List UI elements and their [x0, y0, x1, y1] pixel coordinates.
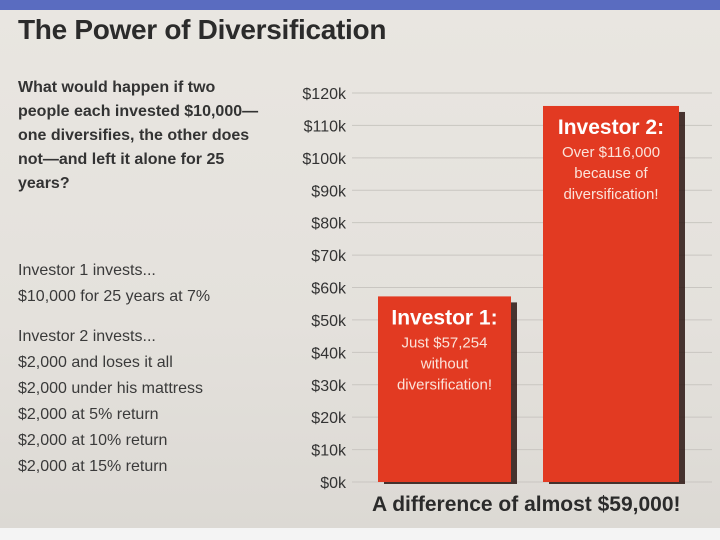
- bar-note-label: because of: [574, 165, 648, 182]
- investor2-line: $2,000 and loses it all: [18, 354, 173, 371]
- bar-category-label: Investor 1:: [391, 306, 497, 329]
- investor2-heading: Investor 2 invests...: [18, 328, 156, 345]
- bar-note-label: diversification!: [397, 376, 492, 393]
- y-tick-label: $60k: [311, 281, 347, 298]
- investor2-line: $2,000 under his mattress: [18, 380, 203, 397]
- investor1-heading: Investor 1 invests...: [18, 262, 156, 279]
- bar-note-label: without: [420, 355, 469, 372]
- y-tick-label: $10k: [311, 443, 347, 460]
- bar-note-label: Just $57,254: [402, 334, 488, 351]
- bottom-strip: [0, 528, 720, 540]
- y-tick-label: $20k: [311, 410, 347, 427]
- y-tick-label: $120k: [302, 86, 347, 103]
- difference-annotation: A difference of almost $59,000!: [372, 493, 681, 516]
- investor2-description: Investor 2 invests... $2,000 and loses i…: [18, 324, 278, 480]
- investor1-line: $10,000 for 25 years at 7%: [18, 288, 211, 305]
- bar-category-label: Investor 2:: [558, 116, 664, 139]
- y-tick-label: $110k: [304, 118, 347, 135]
- investor1-description: Investor 1 invests... $10,000 for 25 yea…: [18, 258, 278, 310]
- investor2-line: $2,000 at 15% return: [18, 458, 168, 475]
- question-text: What would happen if two people each inv…: [18, 79, 259, 192]
- bar: [543, 105, 679, 482]
- y-tick-label: $90k: [311, 183, 347, 200]
- y-tick-label: $70k: [311, 248, 347, 265]
- bar: [378, 296, 511, 482]
- y-tick-label: $80k: [311, 216, 347, 233]
- bar-note-label: diversification!: [563, 186, 658, 203]
- y-tick-label: $50k: [311, 313, 347, 330]
- investor2-line: $2,000 at 10% return: [18, 432, 168, 449]
- investor2-line: $2,000 at 5% return: [18, 406, 159, 423]
- chart-title: The Power of Diversification: [18, 14, 387, 45]
- bar-note-label: Over $116,000: [562, 144, 660, 161]
- y-tick-label: $100k: [302, 151, 347, 168]
- y-tick-label: $40k: [311, 345, 347, 362]
- y-tick-label: $0k: [320, 475, 347, 492]
- y-tick-label: $30k: [311, 378, 347, 395]
